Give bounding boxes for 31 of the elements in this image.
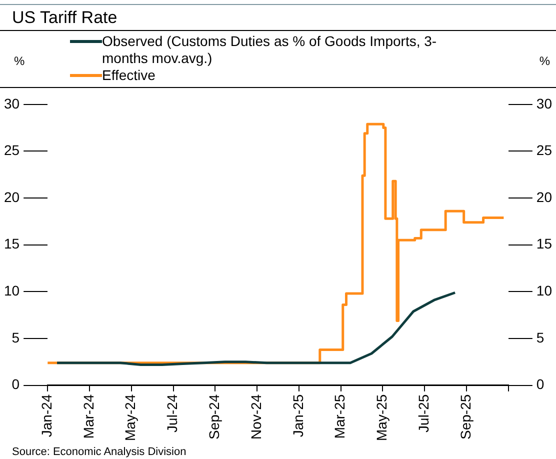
y-tick-label: 30 [4, 95, 20, 112]
x-tick-label: May-25 [374, 394, 390, 442]
x-tick-label: Jul-25 [415, 394, 432, 432]
legend-label: Observed (Customs Duties as % of Goods Imports, 3-months mov.avg.) [102, 33, 438, 67]
y2-tick-label: 5 [536, 329, 544, 346]
y-tick-label: 0 [12, 376, 20, 392]
chart-title: US Tariff Rate [12, 8, 118, 28]
x-tick-label: Sep-24 [206, 394, 222, 440]
y-tick-label: 15 [4, 236, 20, 252]
y2-tick-label: 15 [536, 236, 552, 252]
x-tick-label: Nov-24 [248, 394, 264, 440]
y2-tick-label: 20 [536, 188, 552, 205]
y2-tick-label: 25 [536, 142, 552, 158]
y-tick-label: 10 [4, 282, 20, 299]
y2-tick-label: 0 [536, 376, 544, 392]
x-tick-label: Jan-25 [290, 394, 306, 438]
x-tick-label: Mar-24 [80, 394, 96, 439]
y-tick-label: 25 [4, 142, 20, 158]
x-tick-label: Mar-25 [332, 394, 348, 439]
y2-tick-label: 30 [536, 95, 552, 112]
x-tick-label: Jan-24 [38, 394, 54, 438]
legend-label: Effective [102, 67, 156, 84]
y2-axis-title: % [539, 54, 550, 68]
y-axis-title: % [14, 54, 25, 68]
y-tick-label: 5 [12, 329, 20, 346]
y2-tick-label: 10 [536, 282, 552, 299]
x-tick-label: Sep-25 [457, 394, 474, 440]
x-tick-label: Jul-24 [164, 394, 180, 432]
source-note: Source: Economic Analysis Division [12, 446, 186, 458]
y-tick-label: 20 [4, 188, 20, 205]
x-tick-label: May-24 [122, 394, 138, 442]
